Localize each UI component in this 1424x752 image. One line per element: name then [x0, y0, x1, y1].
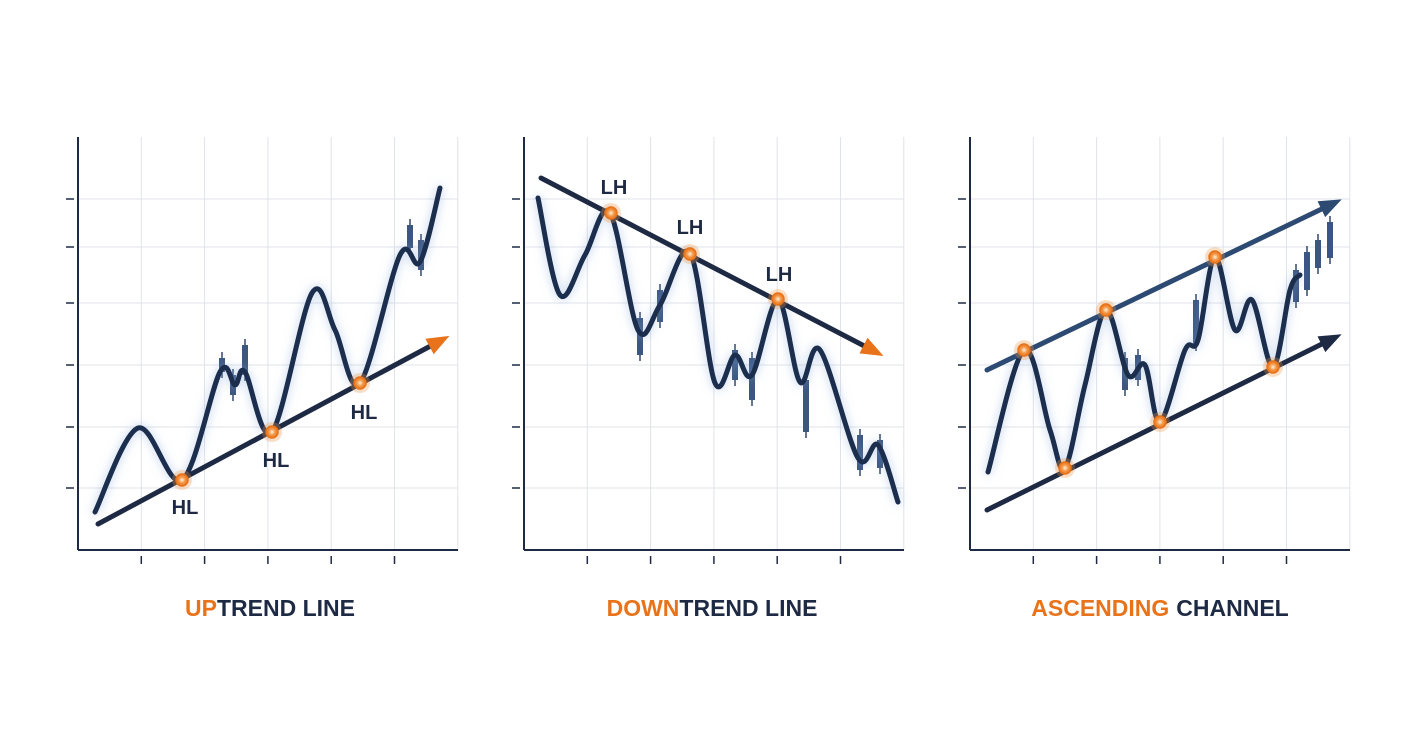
arrow-head [425, 335, 450, 355]
pivot-point [1099, 303, 1113, 317]
pivot-point [1017, 343, 1031, 357]
trend-line [538, 175, 875, 353]
point-label: LH [677, 217, 704, 239]
candle-body [857, 435, 863, 470]
candle-body [749, 358, 755, 400]
chart-panel: LH LH LH DOWNTREND LINE [512, 137, 905, 621]
point-label: HL [351, 402, 378, 424]
point-label: LH [601, 177, 628, 199]
caption: ASCENDING CHANNEL [1031, 595, 1288, 621]
pivot-point [175, 473, 189, 487]
pivot-point [353, 376, 367, 390]
caption-highlight: DOWN [607, 595, 680, 621]
candle-body [1304, 252, 1310, 290]
arrow-head [859, 337, 884, 356]
candle-body [803, 380, 809, 432]
pivot-point [771, 292, 785, 306]
point-label: LH [766, 264, 793, 286]
candle-body [637, 318, 643, 355]
pivot-point [1208, 250, 1222, 264]
price-curve [985, 254, 1303, 475]
pivot-point [683, 247, 697, 261]
pivot-point [604, 206, 618, 220]
candle-body [1193, 300, 1199, 345]
candle-body [732, 350, 738, 380]
price-curve [535, 195, 901, 505]
pivot-point [1058, 461, 1072, 475]
arrow-head [1317, 334, 1342, 353]
arrow-head [1317, 199, 1342, 218]
caption-highlight: UP [185, 595, 217, 621]
candle-body [219, 358, 225, 372]
pivot-point [1266, 360, 1280, 374]
caption: UPTREND LINE [185, 595, 355, 621]
chart-panel: ASCENDING CHANNEL [958, 137, 1351, 621]
point-label: HL [172, 497, 199, 519]
chart-panel: HL HL HL UPTREND LINE [66, 137, 459, 621]
candle-body [1327, 222, 1333, 258]
candle-body [1315, 240, 1321, 268]
candle-body [1293, 270, 1299, 302]
pivot-point [265, 425, 279, 439]
caption-rest: CHANNEL [1176, 595, 1288, 621]
candle-body [877, 440, 883, 468]
caption-rest: TREND LINE [217, 595, 355, 621]
candle-body [407, 225, 413, 248]
caption-highlight: ASCENDING [1031, 595, 1169, 621]
candle-body [242, 345, 248, 375]
caption-rest: TREND LINE [679, 595, 817, 621]
pivot-point [1153, 415, 1167, 429]
trend-line [984, 202, 1333, 373]
point-label: HL [263, 450, 290, 472]
caption: DOWNTREND LINE [607, 595, 818, 621]
